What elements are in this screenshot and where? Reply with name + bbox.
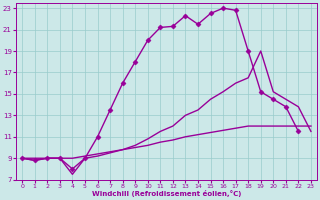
X-axis label: Windchill (Refroidissement éolien,°C): Windchill (Refroidissement éolien,°C) — [92, 190, 241, 197]
